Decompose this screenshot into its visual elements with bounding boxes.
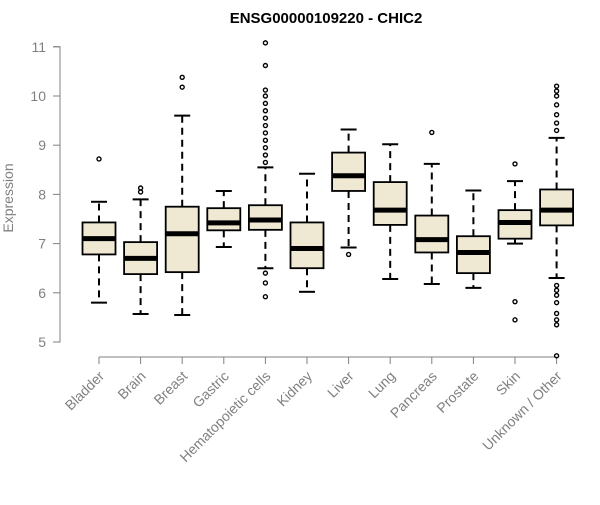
y-tick-label: 7 (38, 236, 46, 252)
outlier-point (512, 317, 518, 323)
iqr-box (331, 151, 367, 192)
axes-group: 5 6 7 8 9 10 11 (30, 39, 558, 364)
box-pancreas (414, 129, 450, 285)
box-breast (164, 74, 200, 316)
outlier-point (262, 100, 269, 107)
box-brain (123, 185, 158, 315)
outlier-point (262, 122, 269, 129)
outlier-point (553, 127, 560, 134)
y-tick-label: 9 (38, 137, 46, 153)
iqr-box (289, 221, 325, 270)
outlier-point (262, 294, 269, 300)
chart-title: ENSG00000109220 - CHIC2 (230, 10, 423, 27)
y-tick-label: 11 (31, 39, 46, 55)
y-tick-label: 5 (38, 334, 46, 350)
outlier-point (262, 130, 269, 136)
box-unknown-other (539, 83, 574, 359)
outlier-point (179, 74, 185, 81)
outlier-point (179, 84, 185, 90)
outlier-point (553, 102, 560, 108)
y-axis-label: Expression (0, 163, 16, 232)
y-tick-label: 10 (30, 88, 46, 104)
outlier-point (553, 310, 560, 317)
box-hematopoietic-cells (247, 40, 283, 300)
outlier-point (262, 40, 269, 46)
box-skin (497, 161, 533, 323)
outlier-point (262, 62, 269, 69)
outlier-point (512, 161, 518, 167)
iqr-box (206, 207, 242, 232)
box-prostate (455, 189, 491, 289)
outlier-point (553, 88, 560, 94)
x-tick-label: Liver (324, 368, 357, 401)
outlier-point (429, 129, 435, 136)
box-gastric (206, 189, 242, 249)
iqr-box (164, 205, 200, 274)
x-tick-label: Bladder (62, 368, 108, 414)
outlier-point (553, 299, 560, 306)
outlier-point (262, 137, 269, 143)
outlier-point (262, 152, 269, 158)
y-tick-label: 6 (38, 285, 46, 301)
outlier-point (96, 156, 102, 162)
outlier-point (512, 298, 518, 305)
outlier-point (262, 270, 269, 276)
outlier-point (345, 251, 352, 258)
outlier-point (553, 120, 560, 126)
outlier-point (262, 159, 269, 166)
x-tick-label: Kidney (274, 368, 316, 410)
outlier-point (137, 185, 144, 191)
outlier-point (553, 322, 560, 328)
outlier-point (553, 353, 560, 359)
outlier-point (553, 83, 560, 89)
outlier-point (262, 115, 269, 121)
iqr-box (539, 188, 574, 227)
boxes-group (81, 40, 574, 359)
x-tick-label: Breast (150, 368, 190, 408)
iqr-box (414, 214, 450, 254)
box-bladder (81, 156, 117, 304)
outlier-point (553, 317, 560, 323)
box-lung (372, 143, 408, 281)
outlier-point (553, 287, 560, 294)
outlier-point (553, 292, 560, 298)
x-tick-label: Prostate (433, 368, 481, 416)
outlier-point (262, 280, 269, 286)
outlier-point (262, 93, 269, 99)
outlier-point (262, 87, 269, 93)
y-tick-label: 8 (38, 186, 46, 202)
outlier-point (262, 144, 269, 151)
outlier-point (553, 111, 560, 118)
x-tick-label: Brain (114, 368, 148, 402)
iqr-box (372, 181, 408, 226)
x-tick-label: Skin (493, 368, 524, 399)
x-tick-label: Unknown / Other (479, 368, 565, 454)
outlier-point (553, 282, 560, 289)
box-kidney (289, 172, 325, 293)
outlier-point (553, 93, 560, 99)
box-liver (331, 128, 367, 258)
x-tick-label: Lung (365, 368, 398, 401)
outlier-point (262, 108, 269, 114)
